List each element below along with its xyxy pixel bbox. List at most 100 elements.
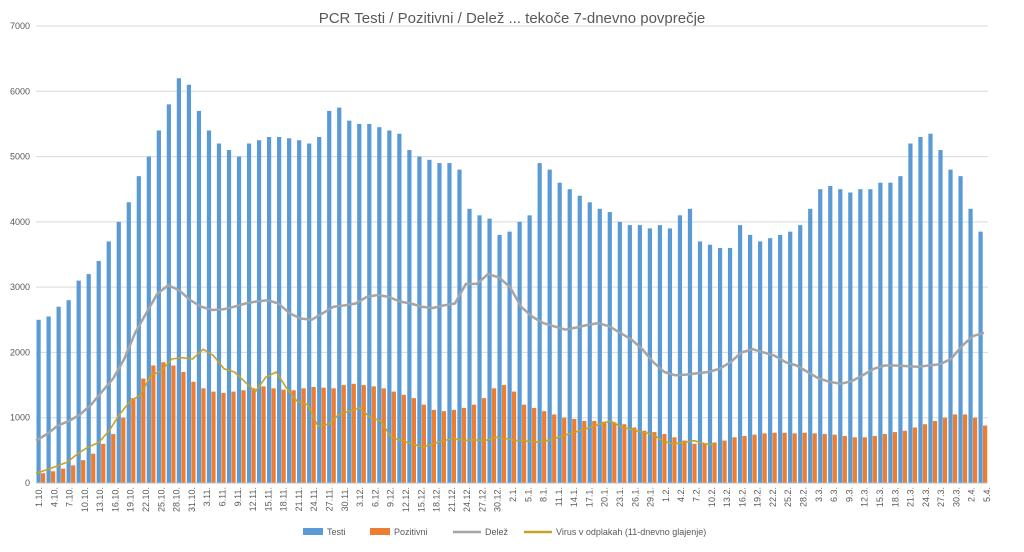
- x-tick-label: 30.11.: [340, 487, 350, 511]
- bar-testi: [487, 218, 492, 484]
- bar-pozitivni: [391, 391, 396, 483]
- bar-testi: [818, 189, 823, 483]
- bar-testi: [477, 215, 482, 484]
- bar-pozitivni: [181, 372, 186, 483]
- bar-pozitivni: [61, 468, 66, 483]
- x-tick-label: 27.3.: [936, 487, 946, 507]
- bar-pozitivni: [231, 391, 236, 483]
- bar-pozitivni: [141, 378, 146, 483]
- bar-testi: [256, 140, 262, 483]
- bar-pozitivni: [251, 388, 256, 483]
- bar-testi: [56, 306, 61, 483]
- bar-pozitivni: [81, 460, 86, 483]
- x-tick-label: 30.12.: [493, 487, 503, 512]
- bar-pozitivni: [832, 434, 837, 483]
- bar-testi: [226, 150, 232, 484]
- bar-pozitivni: [752, 434, 757, 483]
- bar-pozitivni: [962, 414, 968, 483]
- bar-pozitivni: [632, 427, 637, 483]
- x-axis: 1.10. 4.10. 7.10. 10.10. 13.10. 16.10. 19.10. 2…: [34, 482, 992, 512]
- x-tick-label: 5.1.: [523, 487, 533, 502]
- x-tick-label: 4.2.: [676, 487, 686, 502]
- bar-testi: [978, 231, 983, 483]
- bar-pozitivni: [101, 443, 106, 483]
- x-tick-label: 12.3.: [860, 487, 870, 507]
- bar-testi: [437, 163, 442, 483]
- bar-testi: [828, 185, 833, 483]
- bar-testi: [507, 231, 512, 483]
- bar-pozitivni: [982, 425, 988, 483]
- bar-pozitivni: [822, 434, 827, 483]
- bar-pozitivni: [221, 392, 226, 483]
- x-tick-label: 27.12.: [477, 487, 487, 512]
- bar-pozitivni: [952, 414, 958, 483]
- bar-pozitivni: [371, 386, 376, 483]
- y-tick-label: 2000: [10, 347, 30, 357]
- x-tick-label: 23.1.: [615, 487, 625, 507]
- x-tick-label: 29.1.: [646, 487, 656, 507]
- bar-testi: [467, 208, 472, 484]
- bar-pozitivni: [622, 424, 627, 483]
- x-tick-label: 17.1.: [585, 487, 595, 507]
- x-tick-label: 22.10.: [141, 487, 151, 512]
- x-tick-label: 19.2.: [753, 487, 763, 507]
- bar-pozitivni: [742, 435, 747, 483]
- x-tick-label: 18.12.: [432, 487, 442, 512]
- x-tick-label: 20.1.: [600, 487, 610, 507]
- bar-testi: [858, 189, 863, 483]
- bar-pozitivni: [582, 420, 587, 483]
- x-tick-label: 3.11.: [202, 487, 212, 506]
- bar-testi: [938, 150, 943, 484]
- bar-pozitivni: [191, 381, 196, 483]
- bar-testi: [727, 247, 733, 483]
- bar-testi: [878, 182, 883, 483]
- bar-pozitivni: [942, 417, 948, 483]
- bar-pozitivni: [431, 409, 437, 483]
- bar-pozitivni: [522, 404, 527, 483]
- bar-pozitivni: [642, 430, 647, 483]
- bar-testi: [287, 138, 292, 483]
- series-testi-bars: [36, 78, 983, 484]
- bar-pozitivni: [862, 437, 867, 483]
- bar-testi: [387, 130, 392, 483]
- bar-pozitivni: [682, 440, 687, 483]
- bar-pozitivni: [882, 434, 887, 483]
- bar-pozitivni: [602, 421, 607, 483]
- bar-testi: [868, 189, 873, 483]
- x-tick-label: 11.1.: [554, 487, 564, 506]
- x-tick-label: 1.10.: [34, 487, 44, 507]
- bar-pozitivni: [772, 432, 777, 483]
- bar-pozitivni: [451, 409, 457, 483]
- bar-pozitivni: [71, 465, 76, 483]
- bar-testi: [277, 136, 282, 483]
- bar-testi: [76, 280, 81, 483]
- bar-pozitivni: [91, 453, 96, 483]
- bar-testi: [968, 208, 973, 484]
- bar-pozitivni: [361, 385, 366, 483]
- y-tick-label: 6000: [10, 86, 30, 96]
- bar-pozitivni: [552, 414, 557, 483]
- bar-testi: [196, 110, 202, 483]
- bar-pozitivni: [321, 387, 326, 483]
- bar-testi: [677, 215, 683, 484]
- y-tick-label: 7000: [10, 21, 30, 31]
- bar-testi: [928, 133, 933, 483]
- chart-title: PCR Testi / Pozitivni / Delež ... tekoče…: [319, 10, 706, 27]
- bar-pozitivni: [461, 407, 467, 483]
- bar-pozitivni: [261, 386, 266, 483]
- line-virus: [35, 348, 716, 474]
- bar-testi: [186, 84, 192, 483]
- x-tick-label: 3.12.: [355, 487, 365, 507]
- bar-testi: [768, 238, 773, 483]
- bar-testi: [838, 189, 843, 483]
- bar-pozitivni: [572, 419, 577, 483]
- bar-testi: [86, 274, 91, 483]
- x-tick-label: 15.11.: [263, 487, 273, 511]
- bar-pozitivni: [311, 387, 316, 483]
- x-tick-label: 4.10.: [49, 487, 59, 507]
- bar-testi: [667, 228, 673, 483]
- bar-testi: [46, 316, 51, 483]
- bar-pozitivni: [782, 432, 787, 483]
- bar-testi: [627, 225, 632, 483]
